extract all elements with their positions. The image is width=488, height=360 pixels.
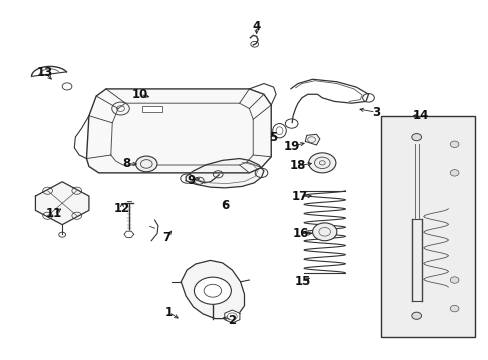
Ellipse shape: [272, 123, 286, 138]
Text: 5: 5: [268, 131, 276, 144]
Bar: [142, 106, 162, 112]
Bar: [380, 116, 474, 337]
Circle shape: [449, 305, 458, 312]
Text: 1: 1: [165, 306, 173, 319]
Text: 2: 2: [228, 314, 236, 327]
Text: 4: 4: [252, 20, 260, 33]
Circle shape: [194, 277, 231, 304]
Text: 12: 12: [114, 202, 130, 215]
Circle shape: [135, 156, 157, 172]
Circle shape: [411, 134, 421, 141]
Polygon shape: [123, 231, 133, 237]
Circle shape: [449, 277, 458, 283]
Text: 7: 7: [163, 231, 170, 244]
Text: 10: 10: [132, 88, 148, 101]
Text: 3: 3: [371, 105, 379, 119]
Polygon shape: [86, 89, 271, 173]
Text: 11: 11: [46, 207, 62, 220]
Text: 8: 8: [122, 157, 131, 170]
Circle shape: [449, 141, 458, 148]
Text: 14: 14: [411, 109, 428, 122]
Polygon shape: [35, 182, 89, 225]
Circle shape: [312, 223, 336, 241]
Polygon shape: [181, 260, 244, 319]
Polygon shape: [186, 158, 264, 188]
Text: 16: 16: [292, 227, 308, 240]
Text: 19: 19: [284, 140, 300, 153]
Text: 6: 6: [221, 198, 229, 212]
Text: 9: 9: [186, 174, 195, 186]
Text: 17: 17: [291, 190, 307, 203]
Text: 13: 13: [37, 66, 53, 79]
Text: 18: 18: [289, 159, 305, 172]
Circle shape: [449, 170, 458, 176]
Circle shape: [308, 153, 335, 173]
Circle shape: [411, 312, 421, 319]
Text: 15: 15: [294, 275, 310, 288]
Polygon shape: [305, 134, 319, 145]
Polygon shape: [224, 310, 240, 323]
